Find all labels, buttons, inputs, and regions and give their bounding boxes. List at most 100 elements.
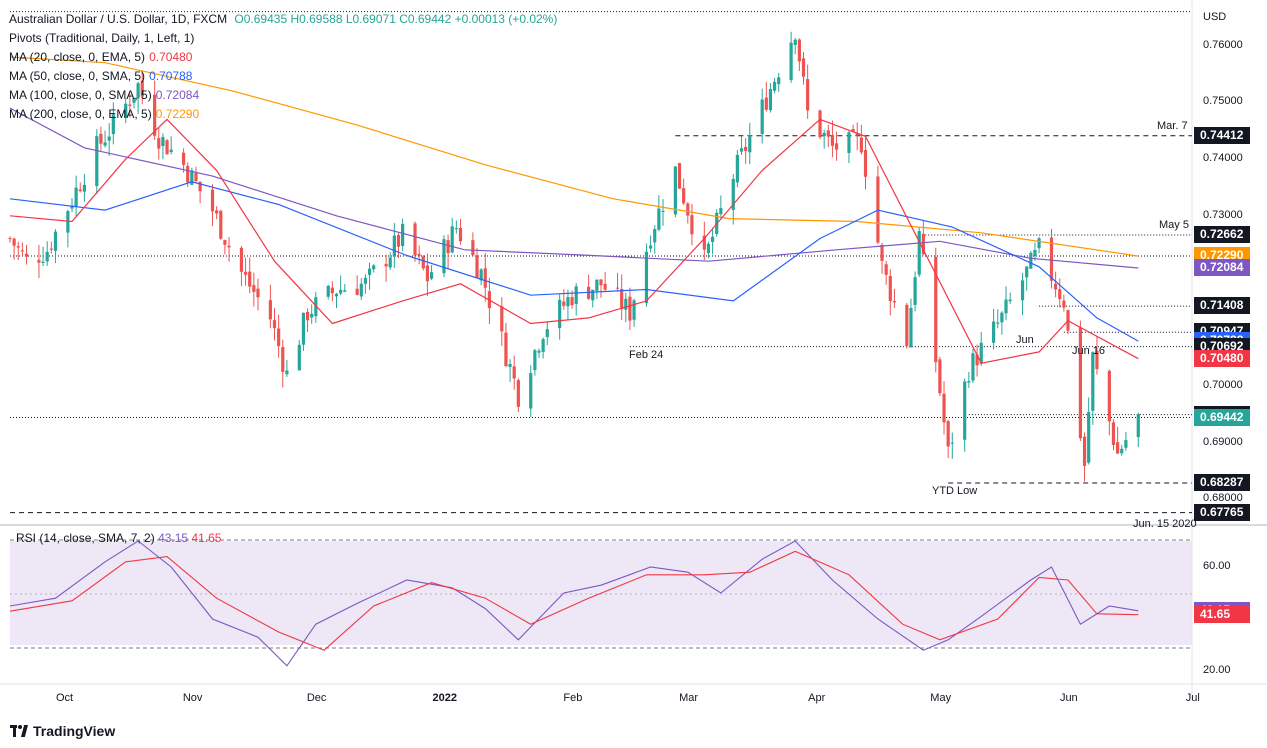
tradingview-brand[interactable]: TradingView: [10, 723, 115, 739]
candle-body: [830, 134, 835, 146]
candle: [653, 225, 657, 254]
price-axis-label: 0.75000: [1203, 95, 1243, 108]
ma100-line: [9, 107, 1139, 269]
candle: [78, 182, 82, 193]
candle: [219, 209, 223, 240]
candle-body: [210, 189, 215, 212]
candle-body: [1049, 237, 1054, 281]
candle-body: [595, 279, 599, 291]
candle: [797, 38, 801, 71]
candle: [644, 243, 649, 307]
candle-body: [822, 132, 826, 137]
candle-body: [248, 271, 252, 287]
candle: [53, 229, 58, 264]
rsi-legend[interactable]: RSI (14, close, SMA, 7, 2) 43.15 41.65: [16, 531, 221, 545]
price-tag-0.67765: 0.67765: [1194, 503, 1250, 521]
ma200-line: [9, 56, 1139, 257]
pivot-label: May 5: [1159, 218, 1189, 231]
candle-body: [442, 239, 446, 274]
candle-body: [644, 251, 649, 304]
candle-body: [818, 110, 822, 138]
candle: [429, 265, 434, 281]
candle-body: [648, 245, 653, 249]
candle: [789, 31, 793, 83]
candle: [855, 122, 859, 151]
pivots-legend[interactable]: Pivots (Traditional, Daily, 1, Left, 1): [9, 31, 195, 45]
candle: [1111, 419, 1116, 451]
candle: [516, 378, 520, 413]
candle-body: [789, 42, 793, 81]
ma50-legend[interactable]: MA (50, close, 0, SMA, 5) 0.70788: [9, 67, 557, 86]
candle: [421, 255, 425, 271]
ma50-line: [9, 181, 1139, 342]
candle: [12, 237, 16, 260]
price-axis-label: 0.73000: [1203, 208, 1243, 221]
price-axis-label: 0.76000: [1203, 38, 1243, 51]
candle: [1087, 397, 1091, 465]
symbol-line: Australian Dollar / U.S. Dollar, 1D, FXC…: [9, 10, 557, 29]
candle: [537, 348, 541, 358]
candle-body: [1095, 350, 1099, 370]
ma20-legend[interactable]: MA (20, close, 0, EMA, 5) 0.70480: [9, 48, 557, 67]
candle: [830, 120, 835, 158]
candle: [1136, 412, 1140, 448]
tradingview-logo-icon: [10, 725, 28, 737]
candle-body: [343, 290, 347, 292]
candle: [475, 247, 479, 278]
candle: [971, 348, 975, 384]
candle: [880, 242, 884, 274]
candle: [339, 275, 343, 296]
candle-body: [95, 136, 99, 187]
candle-body: [429, 272, 434, 279]
candle: [330, 281, 334, 302]
candle-body: [20, 250, 24, 252]
ma200-legend[interactable]: MA (200, close, 0, EMA, 5) 0.72290: [9, 105, 557, 124]
candle: [963, 378, 967, 452]
candle-body: [653, 229, 657, 243]
candle: [194, 166, 198, 183]
candle: [603, 271, 607, 292]
candle-body: [169, 149, 173, 153]
candle-body: [719, 208, 723, 215]
candle-body: [12, 238, 16, 246]
price-tag-0.72662: 0.72662: [1194, 225, 1250, 243]
candle: [305, 308, 310, 333]
candle: [657, 195, 661, 232]
candle: [706, 241, 711, 259]
candle-body: [888, 276, 892, 302]
rsi-axis-label: 60.00: [1203, 560, 1231, 572]
x-axis-label: Dec: [306, 692, 327, 704]
candle-body: [82, 184, 86, 192]
pivot-label: YTD Low: [932, 485, 978, 498]
candle: [140, 71, 144, 105]
candle: [566, 289, 570, 321]
candle-body: [392, 235, 396, 257]
candle-body: [921, 233, 925, 255]
candle: [165, 138, 169, 155]
candlestick-series: [8, 31, 1140, 482]
candle: [1058, 278, 1062, 308]
candle: [545, 321, 549, 346]
candle: [99, 126, 103, 151]
candle: [1095, 336, 1099, 375]
candle: [905, 303, 909, 349]
candle-body: [330, 287, 334, 294]
candle-body: [677, 163, 682, 189]
candle: [884, 261, 888, 285]
candle: [8, 236, 12, 243]
candle: [16, 241, 20, 260]
price-tag-0.69442: 0.69442: [1194, 408, 1250, 426]
candle-body: [764, 97, 768, 110]
ma100-legend[interactable]: MA (100, close, 0, SMA, 5) 0.72084: [9, 86, 557, 105]
candle-body: [153, 94, 157, 136]
candle-body: [744, 146, 748, 151]
candle-body: [281, 347, 285, 372]
candle: [541, 337, 545, 359]
x-axis-label: Oct: [55, 692, 74, 704]
candle-body: [186, 165, 190, 183]
ma20-label: MA (20, close, 0, EMA, 5): [9, 50, 146, 64]
candle-body: [1058, 289, 1062, 299]
candle-body: [363, 277, 368, 284]
candle: [359, 278, 363, 301]
